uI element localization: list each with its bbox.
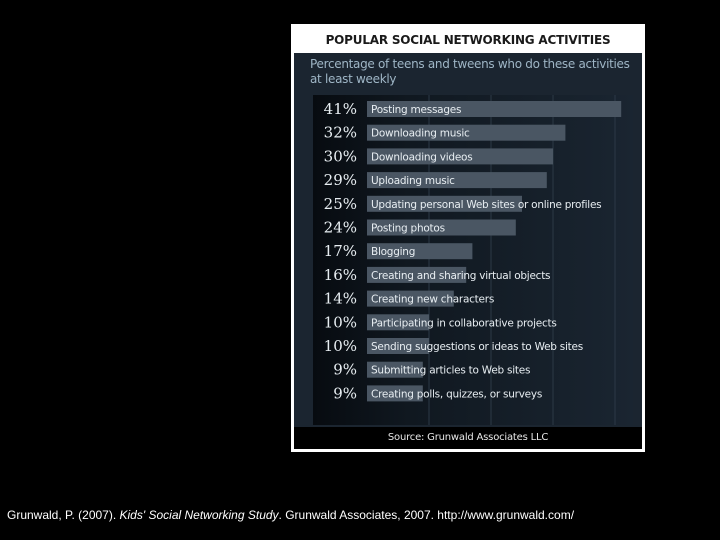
value-label-2: 32% <box>324 124 357 142</box>
category-label-13: Creating polls, quizzes, or surveys <box>371 388 542 400</box>
category-label-4: Uploading music <box>371 175 455 187</box>
chart-title: POPULAR SOCIAL NETWORKING ACTIVITIES <box>294 27 642 53</box>
value-label-4: 29% <box>324 171 357 189</box>
category-label-10: Participating in collaborative projects <box>371 317 557 329</box>
category-label-1: Posting messages <box>371 104 461 116</box>
citation-work: Kids' Social Networking Study <box>119 508 279 522</box>
category-label-11: Sending suggestions or ideas to Web site… <box>371 341 583 353</box>
category-label-5: Updating personal Web sites or online pr… <box>371 199 601 211</box>
chart-subtitle: Percentage of teens and tweens who do th… <box>310 57 630 86</box>
bar-10 <box>367 314 429 331</box>
bar-8 <box>367 266 467 283</box>
citation-rest: . Grunwald Associates, 2007. http://www.… <box>278 508 575 522</box>
chart-source: Source: Grunwald Associates LLC <box>294 427 642 449</box>
plot-area: 41% Posting messages 32% Downloading music 3… <box>313 95 633 425</box>
value-label-1: 41% <box>324 100 357 118</box>
bar-12 <box>367 361 423 378</box>
value-label-13: 9% <box>333 384 357 402</box>
value-label-10: 10% <box>324 313 357 331</box>
category-label-3: Downloading videos <box>371 151 472 163</box>
value-label-5: 25% <box>324 195 357 213</box>
citation-author: Grunwald, P. (2007). <box>7 508 120 522</box>
value-label-9: 14% <box>324 290 357 308</box>
value-label-12: 9% <box>333 361 357 379</box>
value-label-8: 16% <box>324 266 357 284</box>
value-label-6: 24% <box>324 219 357 237</box>
bar-chart: 41% Posting messages 32% Downloading music 3… <box>324 95 622 425</box>
bar-11 <box>367 338 429 354</box>
bar-13 <box>367 385 423 402</box>
bar-9 <box>367 290 454 307</box>
category-label-6: Posting photos <box>371 223 445 235</box>
bar-7 <box>367 243 473 260</box>
value-label-11: 10% <box>324 337 357 355</box>
category-label-9: Creating new characters <box>371 294 494 306</box>
bar-5 <box>367 195 522 212</box>
chart-figure: POPULAR SOCIAL NETWORKING ACTIVITIES Per… <box>291 24 645 452</box>
category-label-12: Submitting articles to Web sites <box>371 365 530 377</box>
category-label-7: Blogging <box>371 246 415 258</box>
category-label-8: Creating and sharing virtual objects <box>371 270 550 282</box>
citation: Grunwald, P. (2007). Kids' Social Networ… <box>7 508 574 522</box>
value-label-3: 30% <box>324 147 357 165</box>
chart-panel: POPULAR SOCIAL NETWORKING ACTIVITIES Per… <box>294 27 642 449</box>
category-label-2: Downloading music <box>371 128 470 140</box>
bar-2 <box>367 124 566 141</box>
bar-4 <box>367 172 547 189</box>
bar-1 <box>367 101 622 117</box>
bar-6 <box>367 219 516 236</box>
bar-3 <box>367 148 553 165</box>
value-label-7: 17% <box>324 242 357 260</box>
